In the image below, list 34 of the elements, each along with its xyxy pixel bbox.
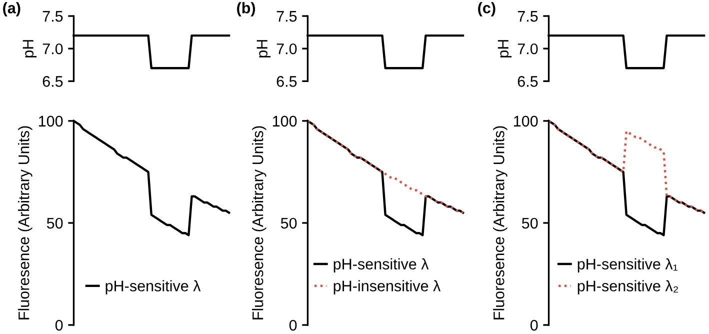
line-series bbox=[548, 120, 706, 214]
y-axis-title: Fluoresence (Arbitrary Units) bbox=[252, 126, 266, 320]
y-axis-title: Fluoresence (Arbitrary Units) bbox=[493, 126, 508, 320]
y-tick-label: 6.5 bbox=[518, 76, 538, 87]
y-tick-label: 6.5 bbox=[42, 76, 63, 87]
legend-label: pH-sensitive λ bbox=[334, 258, 429, 272]
y-tick-label: 6.5 bbox=[276, 76, 297, 87]
chart-title: (a) bbox=[3, 2, 20, 16]
legend-label: pH-sensitive λ₂ bbox=[578, 280, 678, 294]
line-series bbox=[306, 120, 464, 214]
legend-label: pH-insensitive λ bbox=[334, 280, 441, 294]
y-tick-label: 50 bbox=[46, 218, 63, 229]
y-tick-label: 7.5 bbox=[518, 11, 538, 22]
y-tick-label: 0 bbox=[530, 320, 538, 331]
chart-title: (c) bbox=[478, 2, 496, 16]
y-tick-label: 7.5 bbox=[42, 11, 63, 22]
y-tick-label: 50 bbox=[280, 218, 297, 229]
y-tick-label: 100 bbox=[38, 116, 63, 127]
legend-label: pH-sensitive λ₁ bbox=[578, 258, 678, 272]
y-tick-label: 100 bbox=[272, 116, 297, 127]
y-tick-label: 50 bbox=[522, 218, 538, 229]
y-axis-title: pH bbox=[256, 40, 270, 58]
y-tick-label: 0 bbox=[289, 320, 297, 331]
y-axis-title: pH bbox=[22, 40, 37, 58]
y-tick-label: 7.0 bbox=[518, 43, 538, 54]
y-axis-title: pH bbox=[498, 40, 512, 58]
y-tick-label: 0 bbox=[55, 320, 63, 331]
y-tick-label: 7.0 bbox=[42, 43, 63, 54]
y-axis-title: Fluoresence (Arbitrary Units) bbox=[18, 126, 32, 320]
chart-title: (b) bbox=[237, 2, 256, 16]
y-tick-label: 7.5 bbox=[276, 11, 297, 22]
legend-label: pH-sensitive λ bbox=[106, 280, 201, 294]
y-tick-label: 7.0 bbox=[276, 43, 297, 54]
y-tick-label: 100 bbox=[514, 116, 538, 127]
